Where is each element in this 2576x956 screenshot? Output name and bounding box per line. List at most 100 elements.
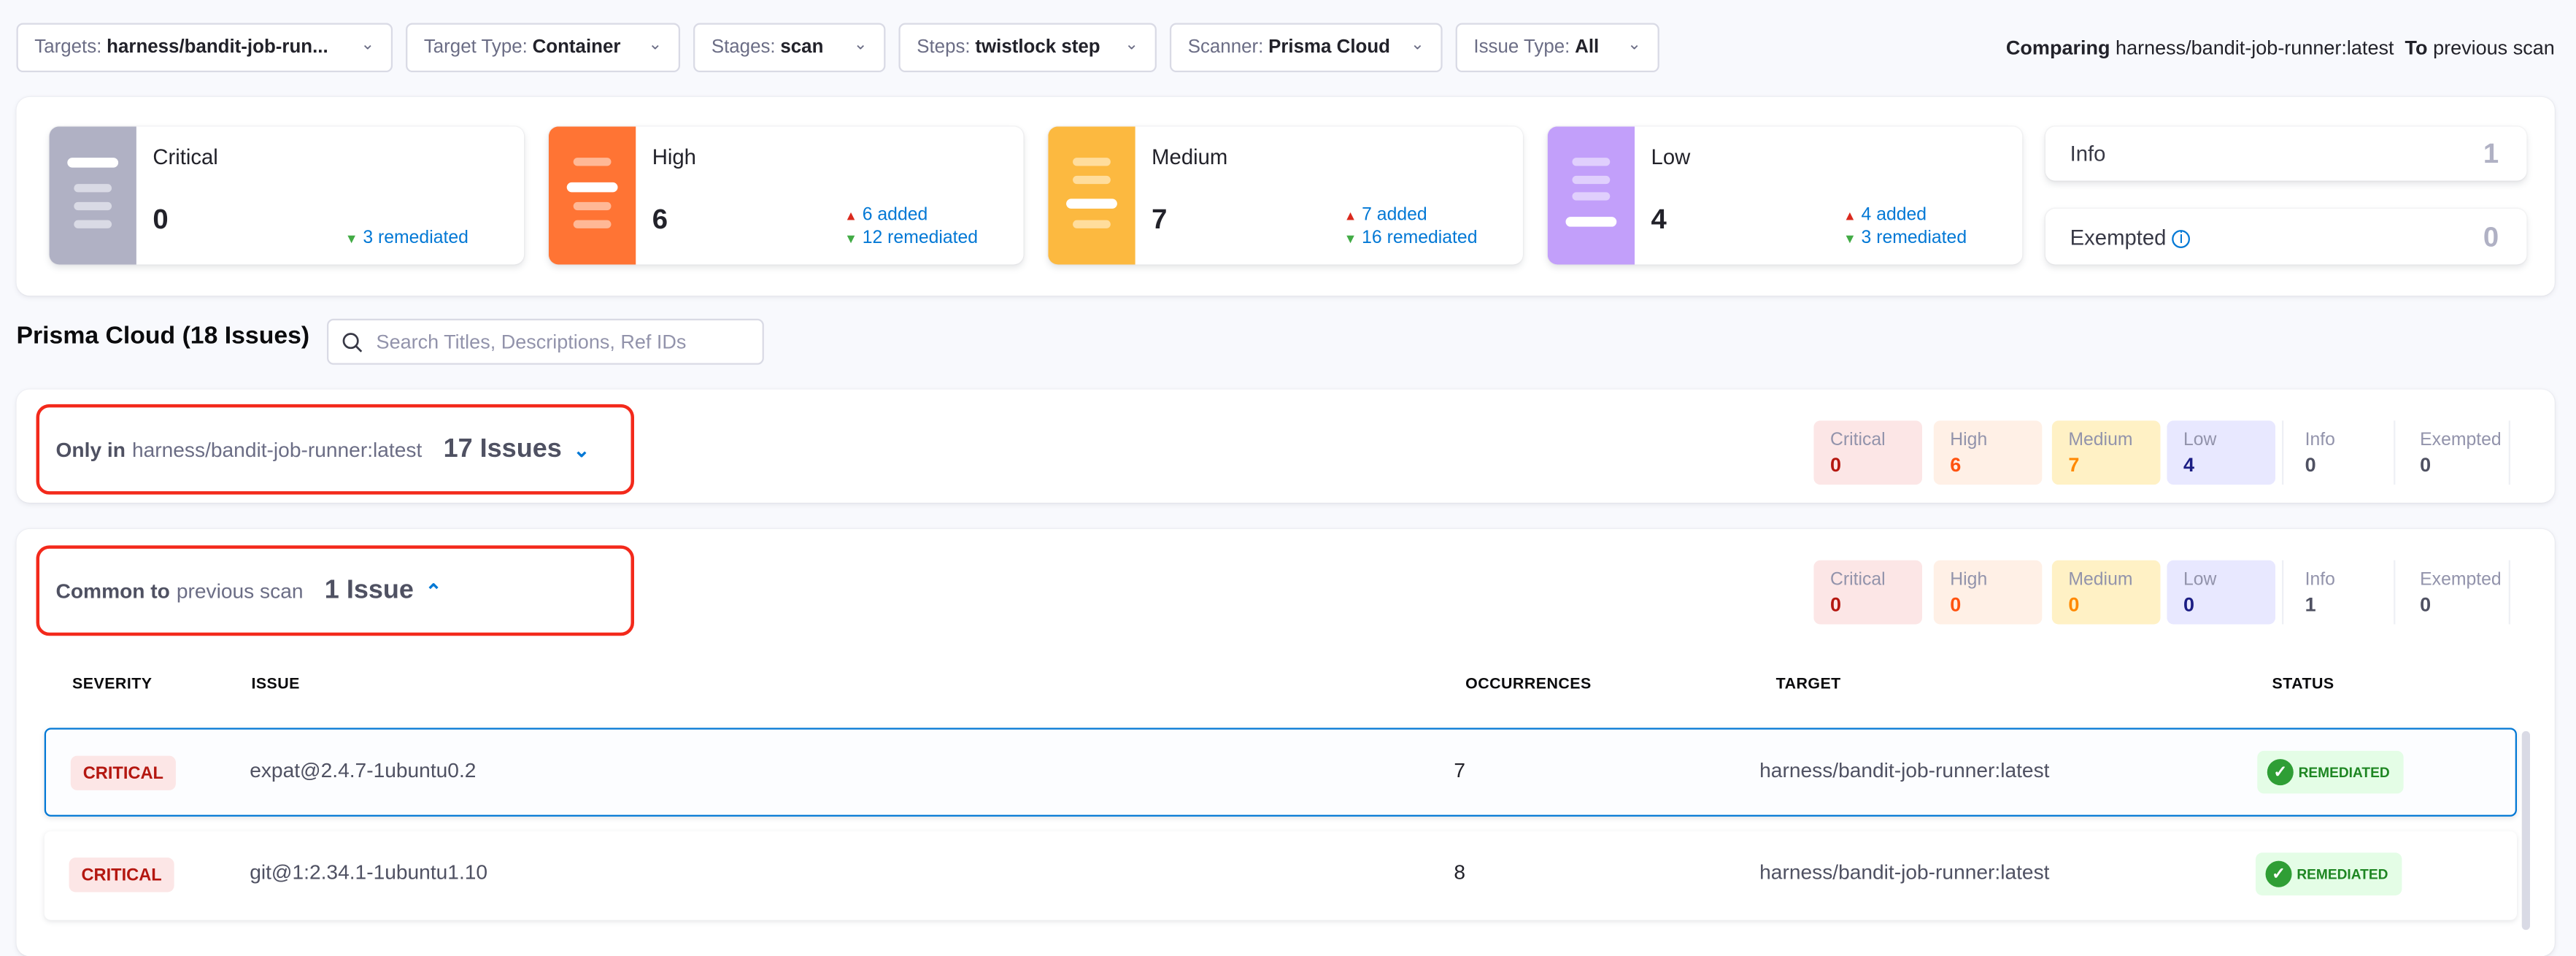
target: harness/bandit-job-runner:latest — [1759, 759, 2050, 782]
chevron-down-icon: ⌄ — [1125, 36, 1139, 55]
divider — [2508, 560, 2510, 625]
severity-count-exempted: Exempted 0 — [2404, 560, 2513, 625]
severity-count-critical: Critical 0 — [1813, 560, 1923, 625]
filter-value: twistlock step — [975, 37, 1100, 58]
status-badge: ✓ REMEDIATED — [2257, 750, 2404, 794]
card-label: Exempted i — [2070, 225, 2191, 250]
check-circle-icon: ✓ — [2265, 860, 2292, 887]
arrow-up-icon: ▲ — [1343, 208, 1357, 224]
occurrences: 7 — [1454, 759, 1466, 782]
severity-count-low: Low 4 — [2167, 420, 2276, 485]
high-severity-icon — [548, 126, 636, 265]
severity-badge: CRITICAL — [70, 755, 176, 790]
table-row[interactable]: CRITICAL git@1:2.34.1-1ubuntu1.10 8 harn… — [44, 831, 2517, 920]
divider — [2394, 420, 2396, 485]
group-toggle-only-in[interactable]: Only in harness/bandit-job-runner:latest 1… — [36, 404, 635, 495]
chevron-up-icon: ⌃ — [425, 579, 442, 603]
scrollbar[interactable] — [2521, 731, 2531, 930]
severity-badge: CRITICAL — [69, 857, 174, 893]
card-label: High — [652, 144, 696, 169]
issue-name: git@1:2.34.1-1ubuntu1.10 — [250, 860, 488, 884]
issue-count: 1 Issue — [324, 576, 414, 604]
low-severity-icon — [1547, 126, 1635, 265]
chevron-down-icon: ⌄ — [1627, 36, 1642, 55]
card-count: 0 — [153, 204, 169, 235]
column-header-status: STATUS — [2272, 675, 2334, 694]
filter-label: Targets: — [34, 37, 102, 58]
arrow-down-icon: ▼ — [344, 231, 358, 247]
chevron-down-icon: ⌄ — [1410, 36, 1424, 55]
column-header-occurrences: OCCURRENCES — [1465, 675, 1592, 694]
steps-filter[interactable]: Steps: twistlock step ⌄ — [898, 23, 1157, 73]
divider — [2508, 420, 2510, 485]
comparing-label: Comparing — [2005, 36, 2110, 60]
divider — [2282, 560, 2284, 625]
severity-label: Exempted — [2420, 430, 2502, 450]
search-input[interactable] — [373, 328, 741, 355]
severity-count-info: Info 1 — [2288, 560, 2397, 625]
target-type-filter[interactable]: Target Type: Container ⌄ — [406, 23, 681, 73]
comparison-target: harness/bandit-job-runner:latest — [2116, 36, 2394, 60]
comparison-label: Comparing harness/bandit-job-runner:late… — [2006, 36, 2555, 60]
scanner-filter[interactable]: Scanner: Prisma Cloud ⌄ — [1169, 23, 1443, 73]
severity-count-medium: Medium 0 — [2051, 560, 2161, 625]
severity-count-critical: Critical 0 — [1813, 420, 1923, 485]
security-tests-view: Targets: harness/bandit-job-run... ⌄ Targe… — [16, 23, 2555, 930]
remediated-delta: ▼ 16 remediated — [1343, 228, 1478, 248]
severity-label: Exempted — [2420, 570, 2502, 590]
arrow-up-icon: ▲ — [844, 208, 858, 224]
filter-label: Target Type: — [423, 37, 528, 58]
chevron-down-icon: ⌄ — [648, 36, 663, 55]
filter-value: All — [1575, 37, 1600, 58]
arrow-down-icon: ▼ — [1843, 231, 1856, 247]
filter-label: Steps: — [917, 37, 971, 58]
issue-count: 17 Issues — [443, 434, 562, 463]
column-header-severity: SEVERITY — [72, 675, 153, 694]
severity-label: Medium — [2068, 570, 2133, 590]
info-icon[interactable]: i — [2172, 230, 2191, 248]
low-card: Low 4 ▲ 4 added ▼ 3 remediated — [1547, 126, 2023, 265]
severity-label: Medium — [2068, 430, 2133, 450]
severity-label: Info — [2305, 430, 2335, 450]
to-label: To — [2405, 36, 2428, 60]
card-label: Medium — [1152, 144, 1228, 169]
severity-label: High — [1950, 430, 1988, 450]
filter-value: harness/bandit-job-run... — [107, 37, 328, 58]
target: harness/bandit-job-runner:latest — [1759, 860, 2050, 884]
arrow-up-icon: ▲ — [1843, 208, 1856, 224]
severity-label: High — [1950, 570, 1988, 590]
card-count: 0 — [2483, 221, 2499, 253]
severity-label: Low — [2183, 430, 2217, 450]
section-title: Prisma Cloud (18 Issues) — [16, 322, 310, 350]
issue-type-filter[interactable]: Issue Type: All ⌄ — [1455, 23, 1659, 73]
severity-count-high: High 6 — [1933, 420, 2043, 485]
severity-value: 7 — [2068, 453, 2080, 477]
card-count: 7 — [1152, 204, 1168, 235]
added-delta: ▲ 7 added — [1343, 205, 1427, 225]
card-label: Critical — [153, 144, 218, 169]
search-box[interactable] — [327, 318, 764, 365]
filter-label: Stages: — [711, 37, 776, 58]
severity-count-medium: Medium 7 — [2051, 420, 2161, 485]
remediated-delta: ▼ 3 remediated — [344, 228, 468, 248]
filter-label: Scanner: — [1187, 37, 1264, 58]
divider — [2282, 420, 2284, 485]
targets-filter[interactable]: Targets: harness/bandit-job-run... ⌄ — [16, 23, 393, 73]
severity-count-low: Low 0 — [2167, 560, 2276, 625]
severity-label: Low — [2183, 570, 2217, 590]
table-row[interactable]: CRITICAL expat@2.4.7-1ubuntu0.2 7 harnes… — [44, 728, 2517, 817]
arrow-down-icon: ▼ — [1343, 231, 1357, 247]
card-count: 1 — [2483, 138, 2499, 169]
medium-severity-icon — [1048, 126, 1135, 265]
added-delta: ▲ 4 added — [1843, 205, 1927, 225]
info-card: Info 1 — [2045, 126, 2527, 181]
card-label: Info — [2070, 141, 2106, 166]
filter-value: Prisma Cloud — [1268, 37, 1390, 58]
comparison-baseline: previous scan — [2433, 36, 2555, 60]
exempted-card: Exempted i 0 — [2045, 208, 2527, 265]
card-count: 6 — [652, 204, 668, 235]
check-circle-icon: ✓ — [2267, 759, 2294, 786]
group-toggle-common-to[interactable]: Common to previous scan 1 Issue ⌃ — [36, 545, 635, 636]
stages-filter[interactable]: Stages: scan ⌄ — [693, 23, 886, 73]
issue-name: expat@2.4.7-1ubuntu0.2 — [250, 759, 477, 782]
